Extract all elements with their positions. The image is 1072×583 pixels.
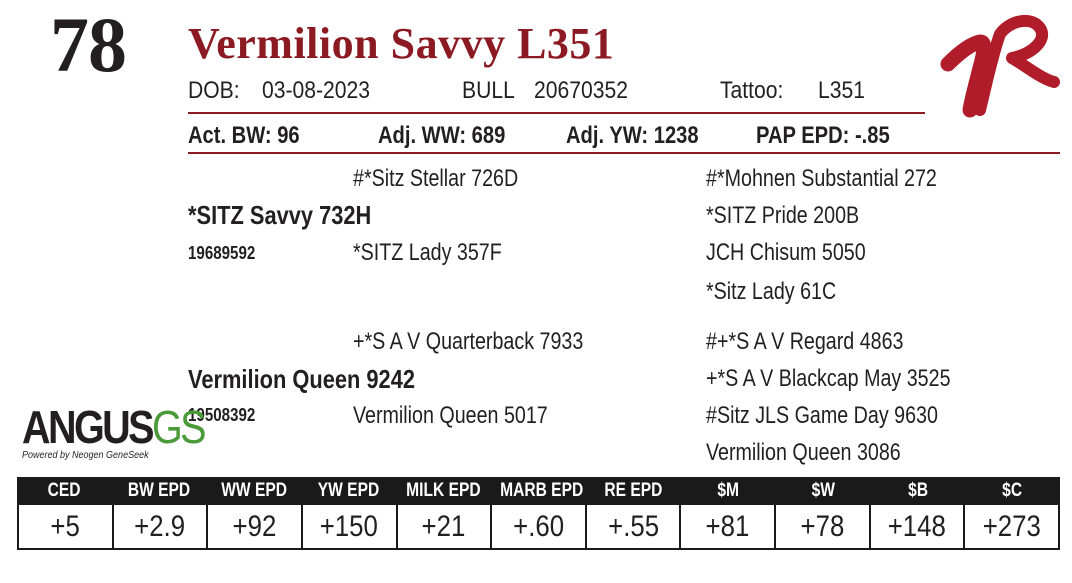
epd-header-bw: BW EPD [128,480,191,501]
epd-header-b-index: $B [907,480,928,501]
vr-brand-logo [940,6,1060,118]
epd-header-c-index: $C [1002,480,1023,501]
epd-header-m-index: $M [717,480,739,501]
dam-sire-sire: #+*S A V Regard 4863 [706,328,904,355]
epd-header-re: RE EPD [604,480,663,501]
sire-registration: 19689592 [188,243,256,263]
epd-value-c-index: +273 [963,505,1058,548]
epd-header-ced: CED [47,480,81,501]
adjusted-yearling-weight: Adj. YW: 1238 [566,122,699,149]
sire-dam-dam: *Sitz Lady 61C [706,278,837,305]
pap-epd: PAP EPD: -.85 [756,122,890,149]
angus-wordmark: ANGUSGS [22,401,207,453]
dam-dam-dam: Vermilion Queen 3086 [706,439,901,466]
epd-value-milk: +21 [395,505,491,548]
dam-dam-sire: #Sitz JLS Game Day 9630 [706,402,938,429]
sex-value: BULL [462,77,515,104]
divider-bottom [188,152,1060,154]
epd-value-ced: +5 [50,510,81,543]
angus-tagline: Powered by Neogen GeneSeek [22,450,149,461]
sire-dam-sire: JCH Chisum 5050 [706,239,866,266]
actual-birth-weight: Act. BW: 96 [188,122,300,149]
tattoo-label: Tattoo: [720,77,784,104]
sire-sire-sire: #*Mohnen Substantial 272 [706,165,937,192]
animal-name: Vermilion Savvy L351 [188,19,615,68]
epd-value-yw: +150 [300,505,396,548]
registration-number: 20670352 [534,77,628,104]
epd-header-yw: YW EPD [318,480,380,501]
epd-value-row: +5 +2.9 +92 +150 +21 +.60 +.55 +81 +78 +… [17,505,1060,550]
dam-name: Vermilion Queen 9242 [188,364,415,394]
epd-value-b-index: +148 [868,505,964,548]
epd-value-ww: +92 [206,505,301,548]
epd-table: CED BW EPD WW EPD YW EPD MILK EPD MARB E… [17,477,1060,552]
epd-value-marb: +.60 [490,505,585,548]
dam-dam: Vermilion Queen 5017 [353,402,548,429]
epd-value-re: +.55 [584,505,680,548]
tattoo-value: L351 [818,77,865,104]
dob-label: DOB: [188,77,240,104]
divider-top [188,112,925,114]
sire-name: *SITZ Savvy 732H [188,200,372,230]
sire-sire-dam: *SITZ Pride 200B [706,202,860,229]
sire-sire: #*Sitz Stellar 726D [353,165,519,192]
epd-header-row: CED BW EPD WW EPD YW EPD MILK EPD MARB E… [17,477,1060,505]
epd-header-marb: MARB EPD [500,480,584,501]
epd-header-milk: MILK EPD [406,480,481,501]
epd-header-ww: WW EPD [221,480,287,501]
epd-value-m-index: +81 [679,505,774,548]
dam-sire-dam: +*S A V Blackcap May 3525 [706,365,951,392]
dob-value: 03-08-2023 [262,77,371,104]
sire-dam: *SITZ Lady 357F [353,239,502,266]
lot-number: 78 [50,1,127,88]
angus-gs-logo: ANGUSGS Powered by Neogen GeneSeek [22,401,207,468]
epd-value-bw: +2.9 [111,505,207,548]
dam-registration: 19508392 [188,405,256,425]
epd-value-w-index: +78 [774,505,869,548]
epd-header-w-index: $W [811,480,835,501]
adjusted-weaning-weight: Adj. WW: 689 [378,122,506,149]
dam-sire: +*S A V Quarterback 7933 [353,328,584,355]
